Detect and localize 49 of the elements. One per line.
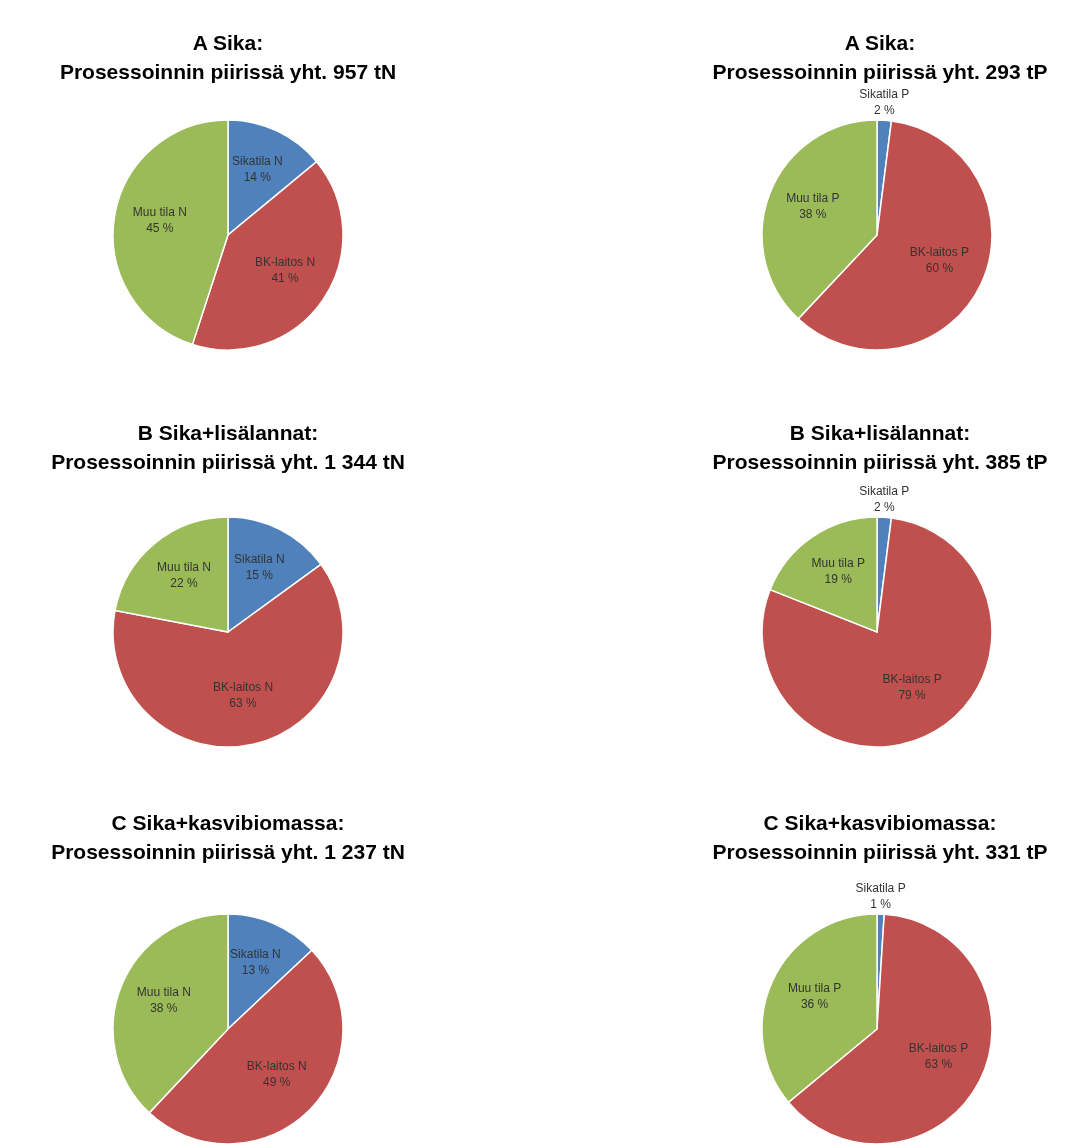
slice-label: BK-laitos P	[882, 672, 942, 687]
data-label: 45 %	[146, 221, 174, 236]
data-label: 15 %	[245, 567, 274, 582]
chart-title: C Sika+kasvibiomassa:	[763, 811, 997, 834]
slice-label: Muu tila P	[787, 980, 842, 995]
chart-title: C Sika+kasvibiomassa:	[111, 811, 345, 834]
chart-subtitle: Prosessoinnin piirissä yht. 1 344 tN	[51, 450, 405, 473]
data-label: 38 %	[799, 206, 827, 221]
data-label: 41 %	[271, 270, 300, 285]
data-label: 63 %	[924, 1057, 953, 1072]
data-label: 1 %	[870, 897, 892, 911]
slice-label: Sikatila N	[232, 153, 283, 168]
slice-label: BK-laitos N	[213, 680, 274, 695]
chart-subtitle: Prosessoinnin piirissä yht. 1 237 tN	[51, 840, 405, 863]
chart-title: A Sika:	[844, 31, 916, 54]
data-label: 38 %	[150, 1000, 178, 1015]
chart-title: B Sika+lisälannat:	[137, 421, 319, 444]
slice-label: BK-laitos N	[255, 254, 316, 269]
data-label: 36 %	[800, 996, 829, 1011]
slice-label: BK-laitos P	[909, 245, 970, 260]
slice-label: Sikatila N	[233, 551, 285, 566]
chart-subtitle: Prosessoinnin piirissä yht. 957 tN	[59, 60, 397, 83]
data-label: 13 %	[241, 962, 270, 977]
slice-label: Sikatila P	[859, 484, 910, 498]
slice-label: Muu tila N	[132, 205, 187, 220]
chart-subtitle: Prosessoinnin piirissä yht. 331 tP	[712, 840, 1048, 863]
chart-title: B Sika+lisälannat:	[789, 421, 971, 444]
pie-slice	[761, 517, 993, 748]
data-label: 79 %	[898, 688, 927, 703]
slice-label: BK-laitos N	[246, 1058, 307, 1073]
chart-subtitle: Prosessoinnin piirissä yht. 385 tP	[712, 450, 1048, 473]
data-label: 19 %	[824, 571, 853, 586]
data-label: 14 %	[243, 169, 272, 184]
data-label: 2 %	[873, 103, 895, 117]
slice-label: Muu tila N	[157, 559, 212, 574]
chart-subtitle: Prosessoinnin piirissä yht. 293 tP	[712, 60, 1048, 83]
data-label: 63 %	[229, 696, 258, 711]
data-label: 2 %	[873, 500, 895, 514]
slice-label: BK-laitos P	[908, 1041, 969, 1056]
data-label: 49 %	[263, 1074, 291, 1089]
slice-label: Sikatila P	[859, 87, 910, 101]
data-label: 60 %	[925, 261, 954, 276]
slice-label: Sikatila N	[230, 946, 281, 961]
chart-title: A Sika:	[192, 31, 264, 54]
data-label: 22 %	[170, 575, 199, 590]
slice-label: Sikatila P	[855, 881, 906, 895]
slice-label: Muu tila N	[136, 984, 191, 999]
slice-label: Muu tila P	[786, 190, 840, 205]
slice-label: Muu tila P	[811, 555, 865, 570]
